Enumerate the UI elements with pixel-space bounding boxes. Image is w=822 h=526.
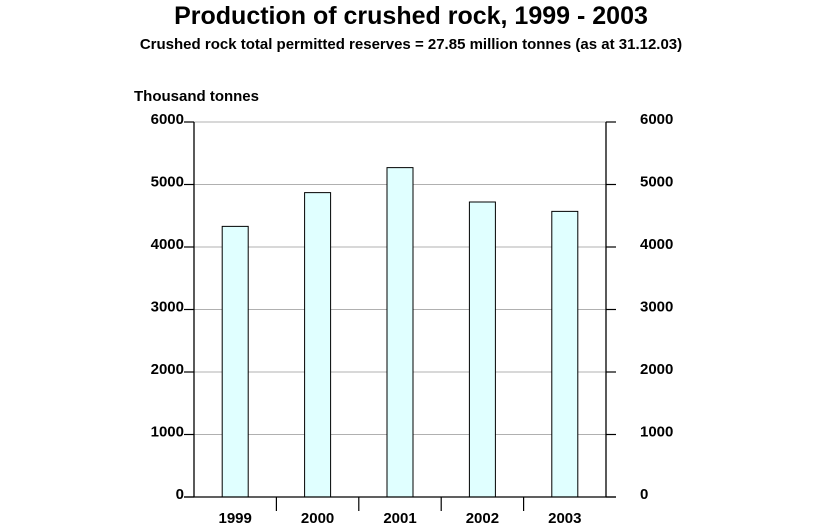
chart-subtitle: Crushed rock total permitted reserves = … [139, 36, 683, 53]
bar-2002 [468, 201, 496, 498]
x-tick-label: 1999 [219, 510, 252, 526]
x-tick-labels: 1999 2000 2001 2002 2003 [219, 510, 582, 526]
bar-2003 [551, 210, 579, 498]
y-tick-label: 5000 [151, 174, 184, 191]
bar-2000 [304, 192, 332, 498]
bar-1999 [221, 225, 249, 498]
y-tick-label: 3000 [151, 299, 184, 316]
y-tick-label: 0 [176, 486, 184, 503]
bar-2001 [386, 167, 414, 498]
y-tick-label: 2000 [151, 361, 184, 378]
axes [184, 121, 616, 511]
y-right-tick-label: 3000 [640, 299, 673, 316]
y-right-tick-label: 1000 [640, 424, 673, 441]
chart-title: Production of crushed rock, 1999 - 2003 [174, 2, 648, 30]
x-tick-label: 2001 [383, 510, 416, 526]
y-right-tick-label: 4000 [640, 236, 673, 253]
x-tick-label: 2000 [301, 510, 334, 526]
y-right-tick-label: 6000 [640, 111, 673, 128]
x-tick-label: 2003 [548, 510, 581, 526]
y-right-tick-label: 0 [640, 486, 648, 503]
y-right-tick-label: 2000 [640, 361, 673, 378]
y-axis-unit-label: Thousand tonnes [134, 88, 259, 105]
bars [221, 167, 579, 498]
y-tick-label: 1000 [151, 424, 184, 441]
y-tick-label: 4000 [151, 236, 184, 253]
y-right-tick-label: 5000 [640, 174, 673, 191]
left-tick-labels: 0 1000 2000 3000 4000 5000 6000 [151, 111, 184, 503]
right-tick-labels: 0 1000 2000 3000 4000 5000 6000 [640, 111, 673, 503]
x-tick-label: 2002 [466, 510, 499, 526]
y-tick-label: 6000 [151, 111, 184, 128]
